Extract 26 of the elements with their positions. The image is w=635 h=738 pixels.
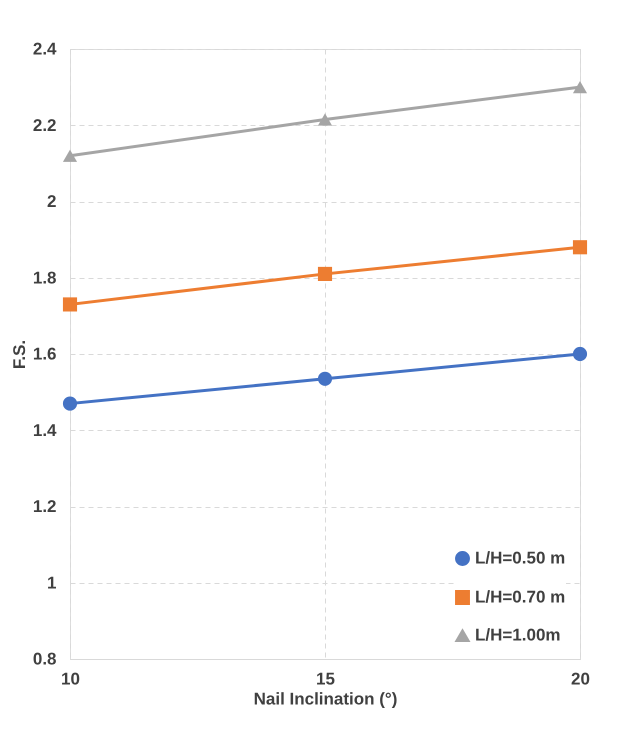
y-tick-label: 1.4 [32, 420, 58, 440]
y-tick-label: 2 [47, 192, 56, 211]
point [318, 266, 332, 282]
y-tick-label: 1 [47, 573, 56, 592]
legend-label: L/H=0.70 m [475, 588, 566, 606]
point [62, 150, 78, 162]
x-tick-label: 10 [61, 670, 80, 688]
x-tick-label: 15 [316, 670, 335, 688]
y-tick-label: 1.2 [32, 497, 56, 516]
legend-label: L/H=0.50 m [475, 548, 566, 568]
y-tick-label: 1.8 [32, 268, 56, 288]
point [572, 240, 588, 254]
point [318, 372, 332, 386]
y-tick-label: 1.6 [32, 344, 56, 364]
y-axis-title: F.S. [10, 340, 29, 370]
point [572, 346, 588, 362]
y-tick-label: 2.4 [32, 40, 58, 58]
x-tick-label: 20 [571, 670, 590, 688]
point [318, 113, 332, 126]
legend-label: L/H=1.00m [475, 626, 561, 644]
point [62, 297, 78, 312]
x-axis-title: Nail Inclination (°) [254, 690, 398, 708]
point [572, 81, 588, 94]
y-tick-label: 0.8 [32, 650, 56, 668]
y-tick-label: 2.2 [32, 116, 56, 135]
point [62, 396, 78, 411]
